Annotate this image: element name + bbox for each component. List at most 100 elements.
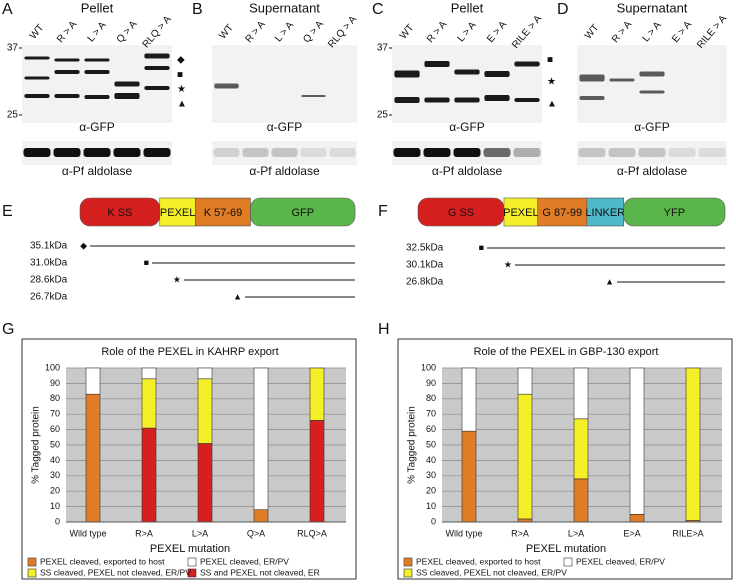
lane-label: Q > A	[301, 19, 326, 46]
band	[84, 95, 110, 99]
band	[424, 97, 450, 103]
product-symbol: ▲	[233, 291, 242, 301]
legend-swatch	[403, 568, 413, 578]
product-symbol: ★	[173, 274, 181, 284]
band	[394, 70, 420, 78]
band	[144, 66, 170, 70]
blot	[577, 45, 727, 123]
construct-segment	[623, 197, 726, 227]
lane-label: R > A	[243, 19, 268, 45]
y-axis-label: % Tagged protein	[407, 406, 418, 484]
antibody-label: α-GFP	[449, 120, 485, 134]
band	[513, 148, 541, 157]
legend-label: SS cleaved, PEXEL not cleaved, ER/PV	[40, 567, 191, 577]
y-tick-label: 10	[426, 501, 436, 511]
legend-swatch	[27, 557, 37, 567]
legend-swatch	[403, 557, 413, 567]
band	[84, 70, 110, 74]
lane-label: RLQ > A	[141, 14, 174, 50]
lane-label: WT	[28, 23, 46, 42]
segment-label: PEXEL	[503, 207, 538, 219]
band	[24, 94, 50, 98]
marker-label: 25	[7, 110, 19, 121]
construct-segment	[250, 197, 356, 227]
panel-letter: F	[378, 203, 388, 220]
legend-swatch	[27, 568, 37, 578]
blot-loading	[212, 141, 357, 165]
band-symbol: ▲	[547, 99, 557, 110]
marker-label: 37	[377, 43, 389, 54]
lane-label: WT	[583, 23, 601, 42]
bar-segment	[629, 513, 645, 523]
band	[393, 148, 421, 157]
bar-segment	[685, 367, 701, 521]
band	[484, 71, 510, 77]
band	[394, 97, 420, 103]
panel-letter: A	[2, 1, 13, 18]
band	[23, 148, 51, 157]
panel-letter: D	[557, 1, 569, 18]
band	[144, 53, 170, 59]
band	[113, 148, 141, 157]
antibody-label: α-GFP	[634, 120, 670, 134]
product-symbol: ★	[504, 259, 512, 269]
band	[54, 70, 80, 74]
bar-segment	[517, 367, 533, 395]
band-symbol: ■	[547, 55, 553, 66]
construct-segment	[586, 197, 624, 227]
band	[698, 148, 726, 157]
band	[453, 148, 481, 157]
legend-swatch	[187, 568, 197, 578]
product-mass: 31.0kDa	[30, 258, 68, 269]
band	[84, 58, 110, 62]
x-tick-label: Q>A	[247, 528, 265, 538]
construct-segment	[537, 197, 588, 227]
segment-label: PEXEL	[160, 207, 195, 219]
panel-letter: H	[378, 321, 390, 338]
lane-label: WT	[217, 23, 235, 42]
antibody-label: α-GFP	[267, 120, 303, 134]
bar-segment	[309, 367, 325, 421]
y-tick-label: 80	[426, 393, 436, 403]
blot	[392, 45, 542, 123]
band	[143, 148, 171, 157]
legend-label: PEXEL cleaved, exported to host	[416, 556, 541, 566]
antibody-label: α-Pf aldolase	[249, 164, 320, 178]
bar-segment	[197, 443, 213, 523]
band	[53, 148, 81, 157]
legend-label: PEXEL cleaved, exported to host	[40, 556, 165, 566]
bar-segment	[629, 367, 645, 515]
x-tick-label: RLQ>A	[297, 528, 327, 538]
panel-title: Supernatant	[617, 0, 688, 15]
y-tick-label: 90	[50, 378, 60, 388]
x-tick-label: L>A	[568, 528, 584, 538]
product-mass: 26.7kDa	[30, 292, 68, 303]
bar-segment	[517, 393, 533, 520]
segment-label: GFP	[291, 207, 314, 219]
band	[423, 148, 451, 157]
product-mass: 32.5kDa	[406, 243, 444, 254]
x-tick-label: R>A	[135, 528, 153, 538]
bar-segment	[253, 509, 269, 523]
band	[83, 148, 111, 157]
product-symbol: ▲	[605, 276, 614, 286]
lane-label: R > A	[425, 19, 450, 45]
band	[483, 148, 511, 157]
product-symbol: ■	[144, 257, 149, 267]
legend-label: PEXEL cleaved, ER/PV	[200, 556, 289, 566]
band-symbol: ▲	[177, 99, 187, 110]
band	[578, 148, 606, 157]
y-tick-label: 10	[50, 501, 60, 511]
y-tick-label: 20	[426, 486, 436, 496]
y-tick-label: 80	[50, 393, 60, 403]
panel-title: Supernatant	[249, 0, 320, 15]
band	[144, 86, 170, 90]
legend-label: SS cleaved, PEXEL not cleaved, ER/PV	[416, 567, 567, 577]
y-tick-label: 50	[426, 439, 436, 449]
lane-label: E > A	[485, 19, 509, 45]
band	[609, 78, 635, 82]
legend-label: PEXEL cleaved, ER/PV	[576, 556, 665, 566]
band	[213, 148, 240, 157]
product-mass: 26.8kDa	[406, 277, 444, 288]
